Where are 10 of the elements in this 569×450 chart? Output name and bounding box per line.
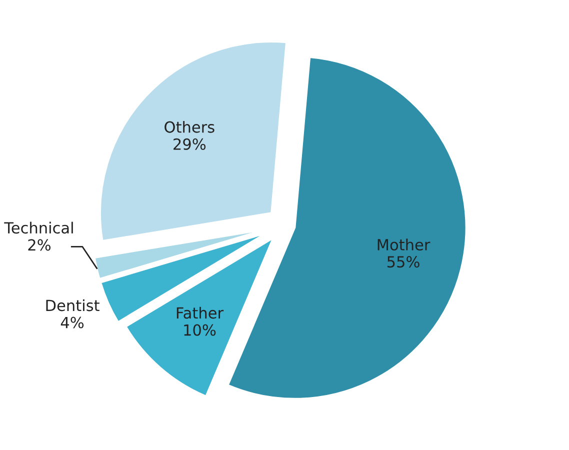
- slice-label: Others: [164, 121, 214, 133]
- slice-label: Dentist: [46, 299, 100, 312]
- data-label: 10%: [184, 324, 216, 336]
- data-label: 29%: [174, 138, 206, 150]
- slice-label: Father: [176, 306, 224, 319]
- data-label: 55%: [387, 256, 420, 268]
- data-label: 4%: [60, 316, 84, 328]
- data-label: 2%: [28, 239, 51, 251]
- slice-label: Mother: [378, 238, 430, 250]
- slice-label: Technical: [4, 222, 73, 234]
